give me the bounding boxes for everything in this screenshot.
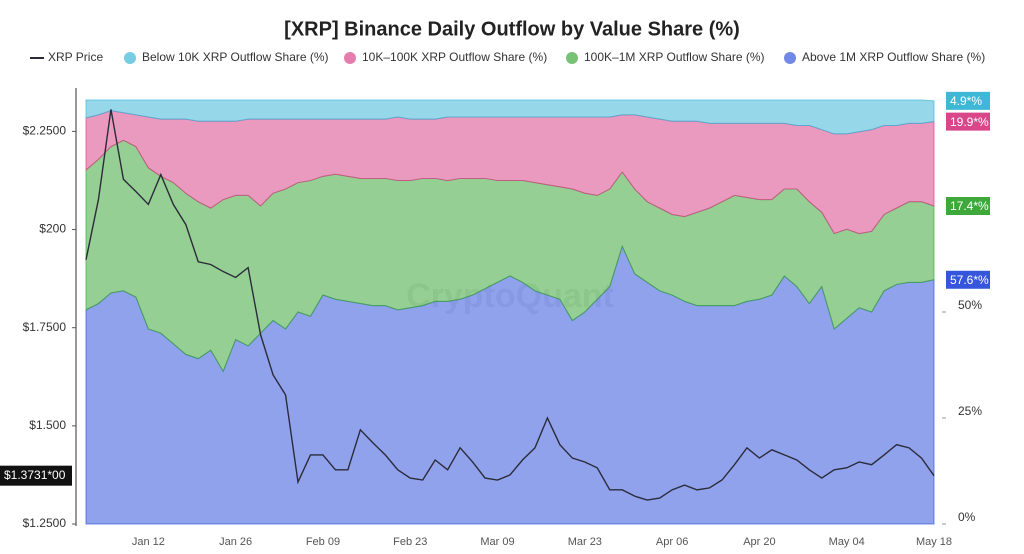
share-badge-label: 4.9*% xyxy=(950,94,982,108)
x-tick-label: May 04 xyxy=(829,536,865,548)
legend-swatch xyxy=(344,52,356,64)
x-tick-label: Mar 23 xyxy=(568,536,602,548)
legend-label: 10K–100K XRP Outflow Share (%) xyxy=(362,50,547,64)
legend-swatch xyxy=(784,52,796,64)
y-tick-label: $2.2500 xyxy=(23,124,67,138)
share-badge xyxy=(946,112,990,131)
price-line xyxy=(85,109,935,501)
x-tick-label: Mar 09 xyxy=(480,536,514,548)
legend-swatch xyxy=(566,52,578,64)
legend-label: XRP Price xyxy=(48,50,103,64)
chart-title: [XRP] Binance Daily Outflow by Value Sha… xyxy=(284,18,740,40)
share-badge xyxy=(946,197,990,215)
share-badge-label: 57.6*% xyxy=(950,273,989,287)
y-tick-label: $1.7500 xyxy=(23,320,67,334)
share-badge xyxy=(946,270,990,289)
y2-tick-label: 25% xyxy=(958,404,982,418)
price-badge xyxy=(0,465,72,486)
x-tick-label: Feb 09 xyxy=(306,536,340,548)
y2-tick-label: 50% xyxy=(958,298,982,312)
x-tick-label: Apr 20 xyxy=(743,536,775,548)
legend-swatch xyxy=(124,52,136,64)
x-tick-label: Jan 12 xyxy=(132,536,165,548)
share-badge-label: 17.4*% xyxy=(950,199,989,213)
x-tick-label: May 18 xyxy=(916,536,952,548)
share-badge-label: 19.9*% xyxy=(950,115,989,129)
legend-label: Above 1M XRP Outflow Share (%) xyxy=(802,50,985,64)
x-tick-label: Jan 26 xyxy=(219,536,252,548)
area xyxy=(85,99,935,135)
y-tick-label: $1.2500 xyxy=(23,516,67,530)
price-badge-label: $1.3731*00 xyxy=(4,468,66,482)
y-tick-label: $200 xyxy=(39,222,66,236)
y2-tick-label: 0% xyxy=(958,510,976,524)
legend-label: 100K–1M XRP Outflow Share (%) xyxy=(584,50,765,64)
share-badge xyxy=(946,91,990,110)
x-tick-label: Apr 06 xyxy=(656,536,688,548)
areas xyxy=(85,99,935,525)
y-tick-label: $1.500 xyxy=(29,418,66,432)
legend-label: Below 10K XRP Outflow Share (%) xyxy=(142,50,329,64)
x-tick-label: Feb 23 xyxy=(393,536,427,548)
